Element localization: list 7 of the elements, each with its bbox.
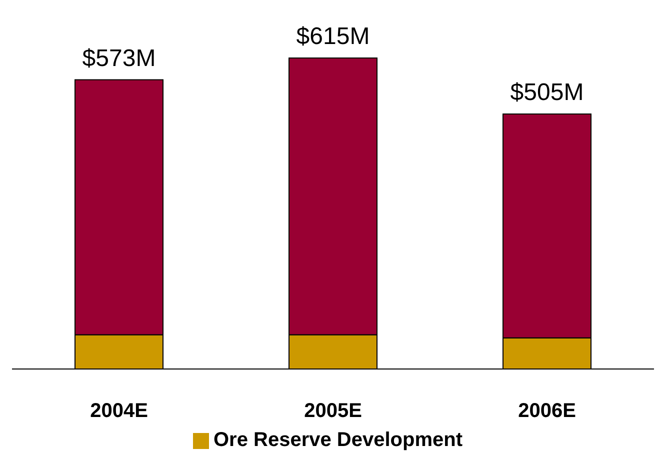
x-tick-label: 2006E — [518, 400, 576, 422]
annotation: $573M — [82, 44, 156, 72]
annotation: $505M — [510, 78, 584, 106]
annotation: $615M — [296, 23, 370, 50]
x-tick-label: 2005E — [304, 400, 362, 422]
legend-label: Ore Reserve Development — [213, 429, 462, 451]
x-tick-label: 2004E — [90, 400, 148, 422]
